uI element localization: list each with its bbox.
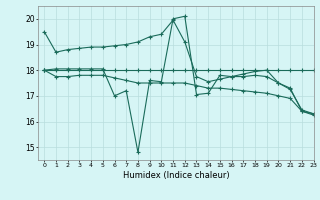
X-axis label: Humidex (Indice chaleur): Humidex (Indice chaleur) [123,171,229,180]
